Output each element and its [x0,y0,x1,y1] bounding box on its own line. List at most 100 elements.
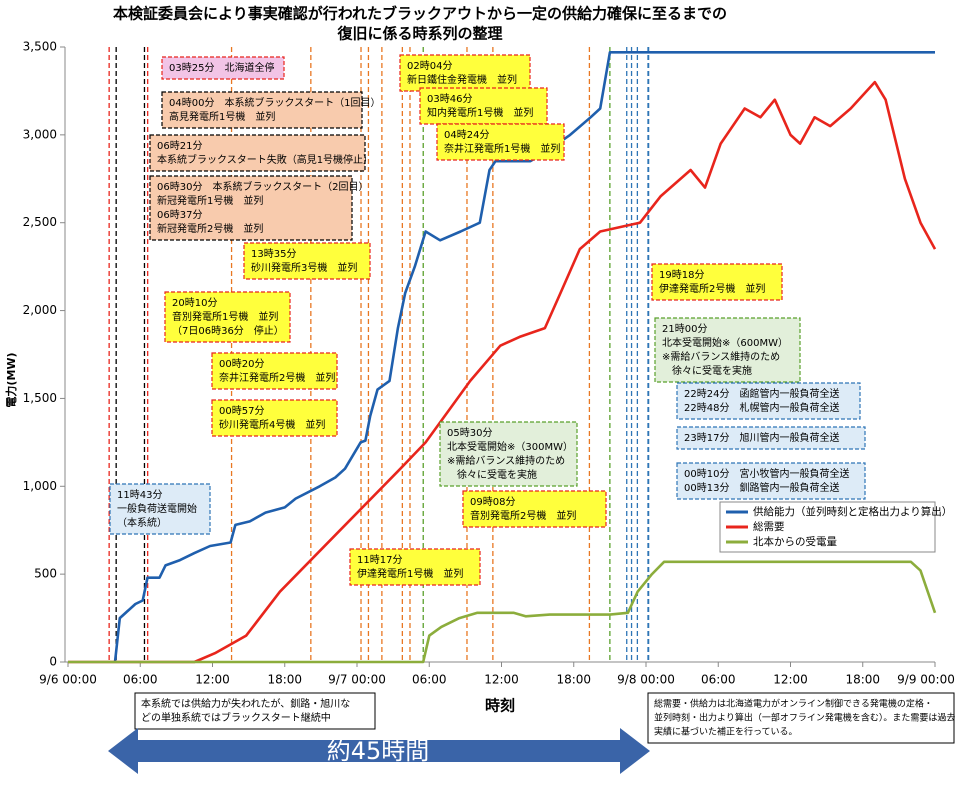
annotation-box [164,291,291,343]
annotation-text: 13時35分 [251,248,296,260]
annotation-text: 北本受電開始※（600MW） [662,336,788,349]
y-tick-label: 500 [34,567,57,581]
x-tick-label: 12:00 [195,673,230,687]
annotation-text: 新日鐵住金発電機 並列 [407,73,517,86]
annotation-text: 11時43分 [117,489,162,501]
annotation-box [161,91,363,129]
annotation-box [211,399,338,437]
annotation-text: ※需給バランス維持のため [662,350,780,363]
annotation-box [109,483,211,535]
annotation-text: 徐々に受電を実施 [662,364,752,377]
x-axis-label: 時刻 [485,697,515,715]
annotation-box [149,134,366,172]
annotation-text: 06時21分 [157,140,202,152]
y-tick-label: 0 [49,655,57,669]
annotation-text: 03時46分 [427,93,472,105]
note-text: 本系統では供給力が失われたが、釧路・旭川な [141,697,350,710]
annotation-text: 新冠発電所1号機 並列 [157,194,263,207]
duration-label: 約45時間 [327,737,430,765]
annotation-text: 06時30分 本系統ブラックスタート（2回目） [157,180,369,193]
y-tick-label: 3,000 [23,127,57,141]
annotation-text: 03時25分 北海道全停 [169,61,274,74]
annotation-box [654,317,801,383]
duration-arrow [108,728,650,774]
annotation-text: 23時17分 旭川管内一般負荷全送 [684,431,839,444]
series-line [113,51,935,663]
x-tick-label: 18:00 [845,673,880,687]
annotation-text: 06時37分 [157,209,202,221]
annotation-text: 砂川発電所4号機 並列 [219,418,325,431]
annotation-text: 00時10分 宮小牧管内一般負荷全送 [684,467,849,480]
annotation-text: 22時48分 札幌管内一般負荷全送 [684,401,839,414]
note-text: 並列時刻・出力より算出（一部オフライン発電機を含む）。また需要は過去 [654,712,955,724]
annotation-text: 北本受電開始※（300MW） [447,440,573,453]
annotation-text: 音別発電所1号機 並列 [172,310,278,323]
chart-title: 本検証委員会により事実確認が行われたブラックアウトから一定の供給力確保に至るまで… [113,5,727,23]
annotation-text: 11時17分 [357,554,402,566]
x-tick-label: 12:00 [773,673,808,687]
annotation-text: 04時00分 本系統ブラックスタート（1回目） [169,96,381,109]
x-tick-label: 9/9 00:00 [897,673,955,687]
x-tick-label: 06:00 [701,673,736,687]
note-text: どの単独系統ではブラックスタート継続中 [141,711,331,724]
legend-label: 北本からの受電量 [753,535,837,548]
annotation-text: 19時18分 [659,269,704,281]
annotation-text: 伊達発電所2号機 並列 [659,282,765,295]
y-tick-label: 1,500 [23,391,57,405]
annotation-text: （7日06時36分 停止） [172,324,284,337]
annotation-text: 新冠発電所2号機 並列 [157,222,263,235]
annotation-box [161,56,285,80]
annotation-box [211,352,338,390]
chart-title: 復旧に係る時系列の整理 [336,25,502,43]
x-tick-label: 9/8 00:00 [617,673,675,687]
series-line [68,80,937,664]
legend-box [719,501,936,553]
annotation-box [149,175,353,241]
annotation-text: 20時10分 [172,297,217,309]
annotation-box [439,421,578,487]
x-tick-label: 9/7 00:00 [328,673,386,687]
note-text: 総需要・供給力は北海道電力がオンライン制御できる発電機の定格・ [654,698,933,710]
legend-label: 供給能力（並列時刻と定格出力より算出） [753,505,952,518]
annotation-text: 奈井江発電所2号機 並列 [219,371,335,384]
annotation-text: 00時57分 [219,405,264,417]
annotation-box [676,382,861,420]
annotation-text: ※需給バランス維持のため [447,454,565,467]
series-line [68,560,937,664]
annotation-box [243,242,371,280]
y-axis-label: 電力(MW) [4,352,18,407]
legend-label: 総需要 [753,520,785,533]
x-tick-label: 06:00 [123,673,158,687]
annotation-box [676,462,866,500]
x-tick-label: 18:00 [267,673,302,687]
annotation-text: 知内発電所1号機 並列 [427,106,533,119]
annotation-text: 高見発電所1号機 並列 [169,110,275,123]
annotation-text: 一般負荷送電開始 [117,502,197,515]
annotation-box [462,490,607,528]
x-tick-label: 06:00 [412,673,447,687]
annotation-text: 04時24分 [444,129,489,141]
annotation-box [651,263,783,301]
annotation-text: 00時13分 釧路管内一般負荷全送 [684,481,839,494]
x-tick-label: 12:00 [484,673,519,687]
annotation-text: 21時00分 [662,323,707,335]
note-box [647,692,955,744]
annotation-text: 02時04分 [407,60,452,72]
annotation-box [676,426,866,450]
note-box [134,692,376,730]
annotation-box [419,87,548,125]
x-tick-label: 18:00 [556,673,591,687]
annotation-text: 徐々に受電を実施 [447,468,537,481]
y-tick-label: 3,500 [23,40,57,54]
annotation-box [349,548,481,586]
annotation-text: 00時20分 [219,358,264,370]
y-tick-label: 2,500 [23,215,57,229]
annotation-text: 砂川発電所3号機 並列 [251,261,357,274]
annotation-text: （本系統） [117,516,167,529]
note-text: 実績に基づいた補正を行っている。 [654,726,798,738]
annotation-text: 05時30分 [447,427,492,439]
annotation-box [436,123,565,161]
y-tick-label: 2,000 [23,303,57,317]
annotation-text: 奈井江発電所1号機 並列 [444,142,560,155]
